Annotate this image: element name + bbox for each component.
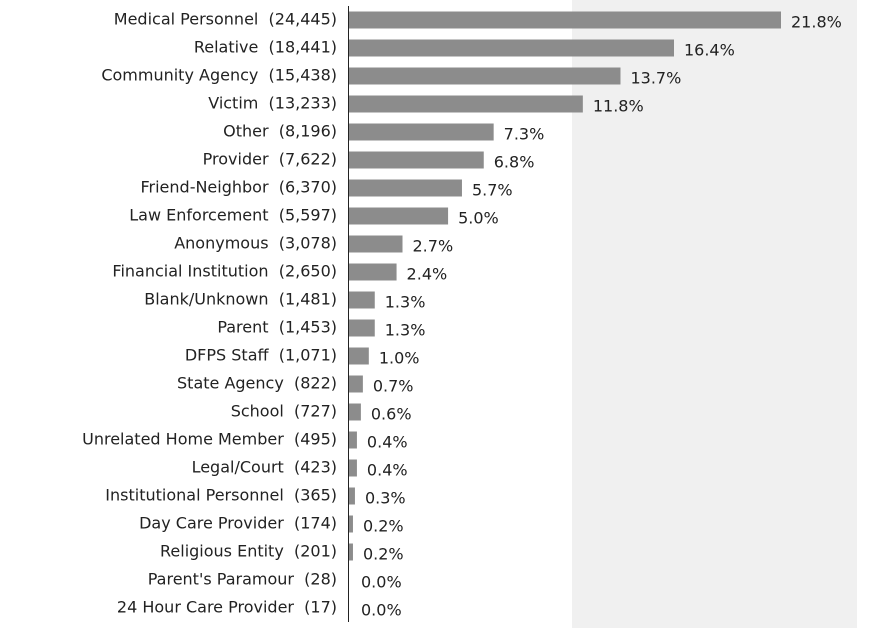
category-label: Provider (7,622) [203,150,337,169]
value-label: 2.4% [407,265,448,284]
value-label: 0.0% [361,601,402,620]
category-label: Financial Institution (2,650) [112,262,337,281]
bar [349,403,361,421]
category-label: Parent's Paramour (28) [148,570,337,589]
value-label: 0.7% [373,377,414,396]
bar [349,263,397,281]
value-label: 16.4% [684,41,735,60]
value-label: 21.8% [791,13,842,32]
value-label: 13.7% [630,69,681,88]
value-label: 0.4% [367,433,408,452]
bar [349,235,403,253]
value-label: 0.4% [367,461,408,480]
category-label: Anonymous (3,078) [174,234,337,253]
category-label: Law Enforcement (5,597) [129,206,337,225]
bar [349,11,781,29]
category-label: Community Agency (15,438) [101,66,337,85]
category-label: Victim (13,233) [208,94,337,113]
bar [349,95,583,113]
category-label: Relative (18,441) [194,38,337,57]
category-label: Legal/Court (423) [192,458,337,477]
value-label: 5.0% [458,209,499,228]
bar [349,515,353,533]
value-label: 6.8% [494,153,535,172]
value-label: 11.8% [593,97,644,116]
bar [349,179,462,197]
category-label: Religious Entity (201) [160,542,337,561]
value-label: 0.6% [371,405,412,424]
value-label: 2.7% [413,237,454,256]
category-label: Friend-Neighbor (6,370) [140,178,337,197]
bar [349,459,357,477]
bar [349,39,674,57]
value-label: 0.0% [361,573,402,592]
bar [349,543,353,561]
category-label: School (727) [231,402,337,421]
category-label: 24 Hour Care Provider (17) [117,598,337,617]
value-label: 0.3% [365,489,406,508]
value-label: 7.3% [504,125,545,144]
bar [349,431,357,449]
bar [349,207,449,225]
value-label: 1.0% [379,349,420,368]
category-label: Medical Personnel (24,445) [114,10,337,29]
category-label: Other (8,196) [223,122,337,141]
category-label: Blank/Unknown (1,481) [144,290,337,309]
bar [349,487,355,505]
category-label: Unrelated Home Member (495) [82,430,337,449]
bar [349,375,363,393]
category-label: State Agency (822) [177,374,337,393]
category-label: Day Care Provider (174) [139,514,337,533]
bar [349,347,369,365]
value-label: 5.7% [472,181,513,200]
category-label: Institutional Personnel (365) [105,486,337,505]
value-label: 0.2% [363,517,404,536]
value-label: 0.2% [363,545,404,564]
bar [349,151,484,169]
bar [349,123,494,141]
bar [349,291,375,309]
value-label: 1.3% [385,321,426,340]
bar [349,319,375,337]
category-label: DFPS Staff (1,071) [185,346,337,365]
background-panel [572,0,857,628]
value-label: 1.3% [385,293,426,312]
bar [349,67,621,85]
category-label: Parent (1,453) [217,318,337,337]
